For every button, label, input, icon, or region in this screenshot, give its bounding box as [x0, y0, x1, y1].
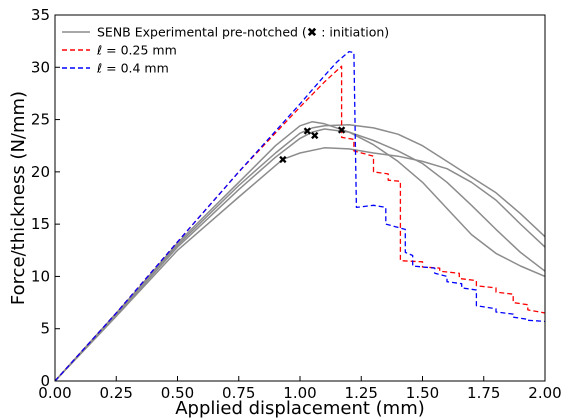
axis-ticks: 0.00 0.25 0.50 0.75 1.00 1.25 1.50 1.75 2.00 0 5 10…	[31, 6, 562, 402]
x-tick-label: 0.25	[100, 384, 133, 402]
x-tick-label: 0.00	[38, 384, 71, 402]
y-axis-label: Force/thickness (N/mm)	[8, 91, 29, 305]
y-tick-label: 15	[31, 215, 50, 233]
y-tick-label: 0	[40, 372, 50, 390]
legend-label: SENB Experimental pre-notched (✖ : initi…	[97, 25, 389, 40]
y-tick-label: 10	[31, 267, 50, 285]
x-axis-label: Applied displacement (mm)	[175, 398, 425, 418]
series-line-l04-5	[54, 50, 546, 382]
legend: SENB Experimental pre-notched (✖ : initi…	[62, 25, 389, 76]
x-tick-label: 2.00	[528, 384, 561, 402]
legend-label: ℓ = 0.25 mm	[96, 43, 177, 58]
x-tick-label: 0.75	[222, 384, 255, 402]
series-line-experimental-2	[54, 120, 546, 382]
series-line-experimental-1	[54, 128, 546, 382]
y-tick-label: 5	[40, 320, 50, 338]
x-tick-label: 1.25	[345, 384, 378, 402]
x-tick-label: 1.75	[467, 384, 500, 402]
series-line-l025-4	[54, 65, 546, 382]
legend-label: ℓ = 0.4 mm	[96, 61, 169, 76]
x-tick-label: 1.50	[406, 384, 439, 402]
initiation-marker: ✖	[310, 129, 319, 142]
initiation-marker: ✖	[278, 153, 287, 166]
plot-area: ✖✖✖ ✖	[54, 50, 546, 382]
x-tick-label: 0.50	[161, 384, 194, 402]
y-tick-label: 30	[31, 58, 50, 76]
x-tick-label: 1.00	[283, 384, 316, 402]
y-tick-label: 35	[31, 6, 50, 24]
initiation-marker: ✖	[337, 124, 346, 137]
series-line-experimental-0	[54, 124, 546, 382]
series-line-experimental-3	[54, 147, 546, 382]
y-tick-label: 20	[31, 163, 50, 181]
initiation-marker: ✖	[303, 125, 312, 138]
y-tick-label: 25	[31, 111, 50, 129]
